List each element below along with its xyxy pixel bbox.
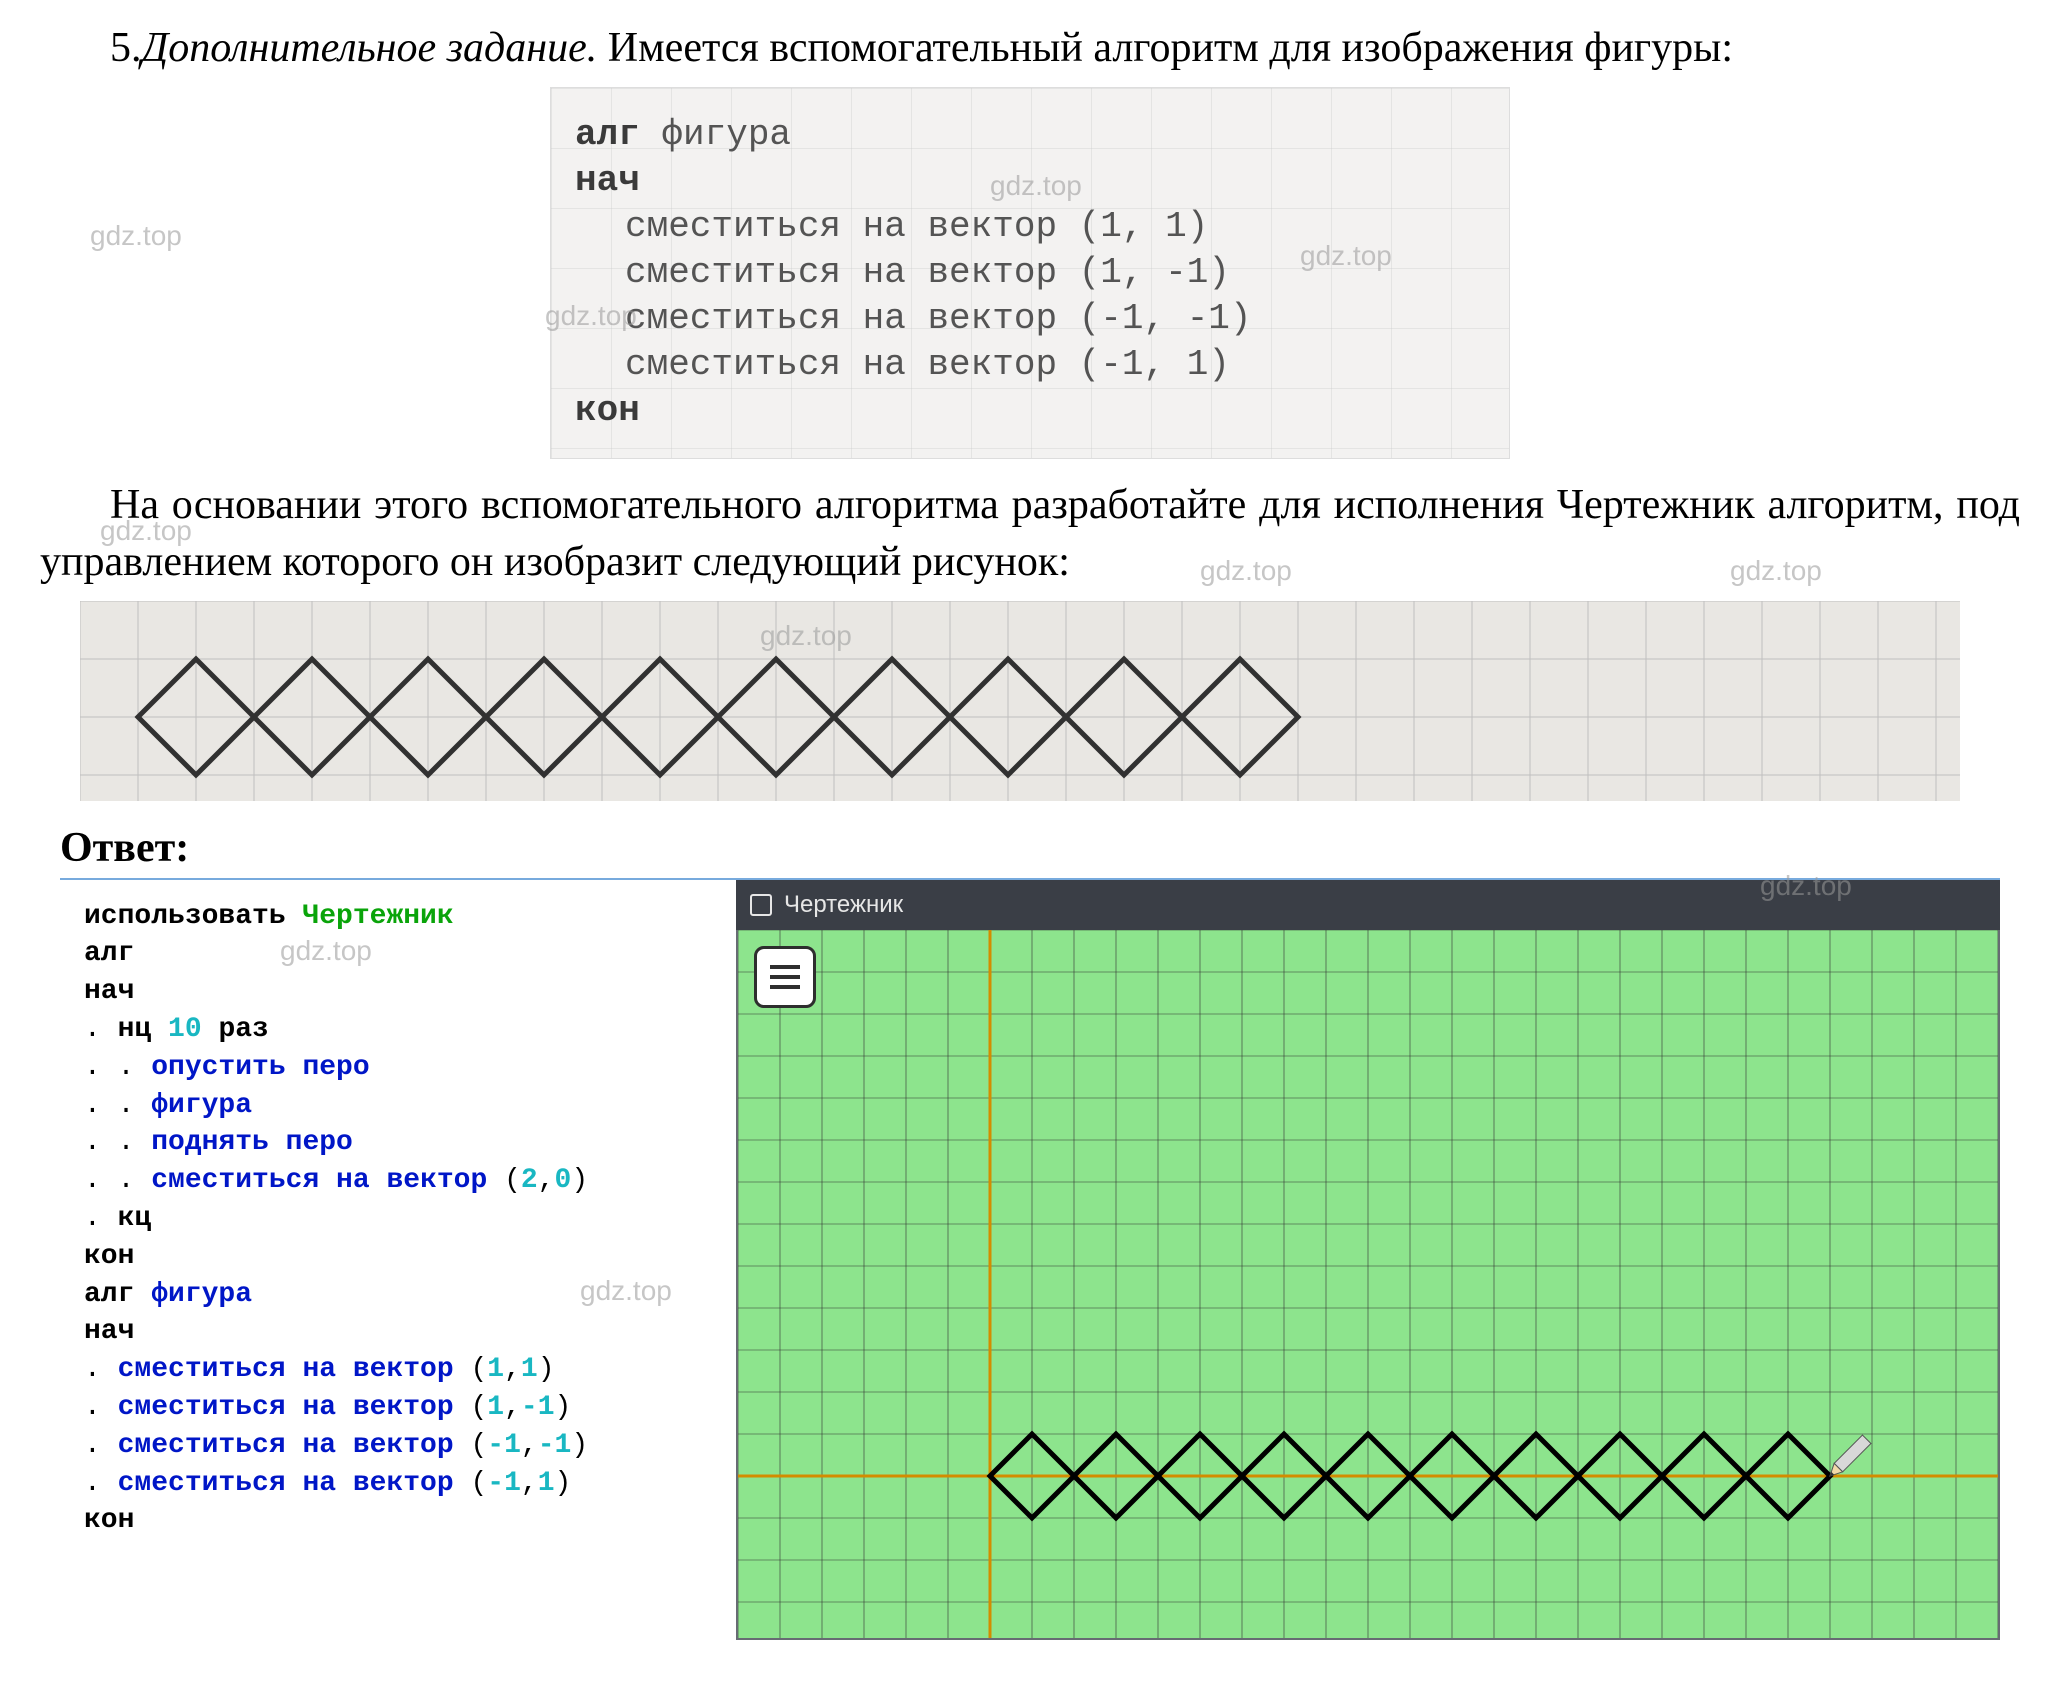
viewer-canvas-svg: [738, 930, 1998, 1638]
watermark: gdz.top: [760, 620, 852, 652]
viewer-panel: Чертежник: [736, 880, 2000, 1640]
hamburger-button[interactable]: [754, 946, 816, 1008]
watermark: gdz.top: [100, 515, 192, 547]
watermark: gdz.top: [90, 220, 182, 252]
viewer-canvas-area: [736, 930, 2000, 1640]
watermark: gdz.top: [580, 1275, 672, 1307]
watermark: gdz.top: [990, 170, 1082, 202]
watermark: gdz.top: [1730, 555, 1822, 587]
watermark: gdz.top: [545, 300, 637, 332]
watermark: gdz.top: [1200, 555, 1292, 587]
watermark: gdz.top: [280, 935, 372, 967]
watermark: gdz.top: [1300, 240, 1392, 272]
watermark: gdz.top: [1760, 870, 1852, 902]
